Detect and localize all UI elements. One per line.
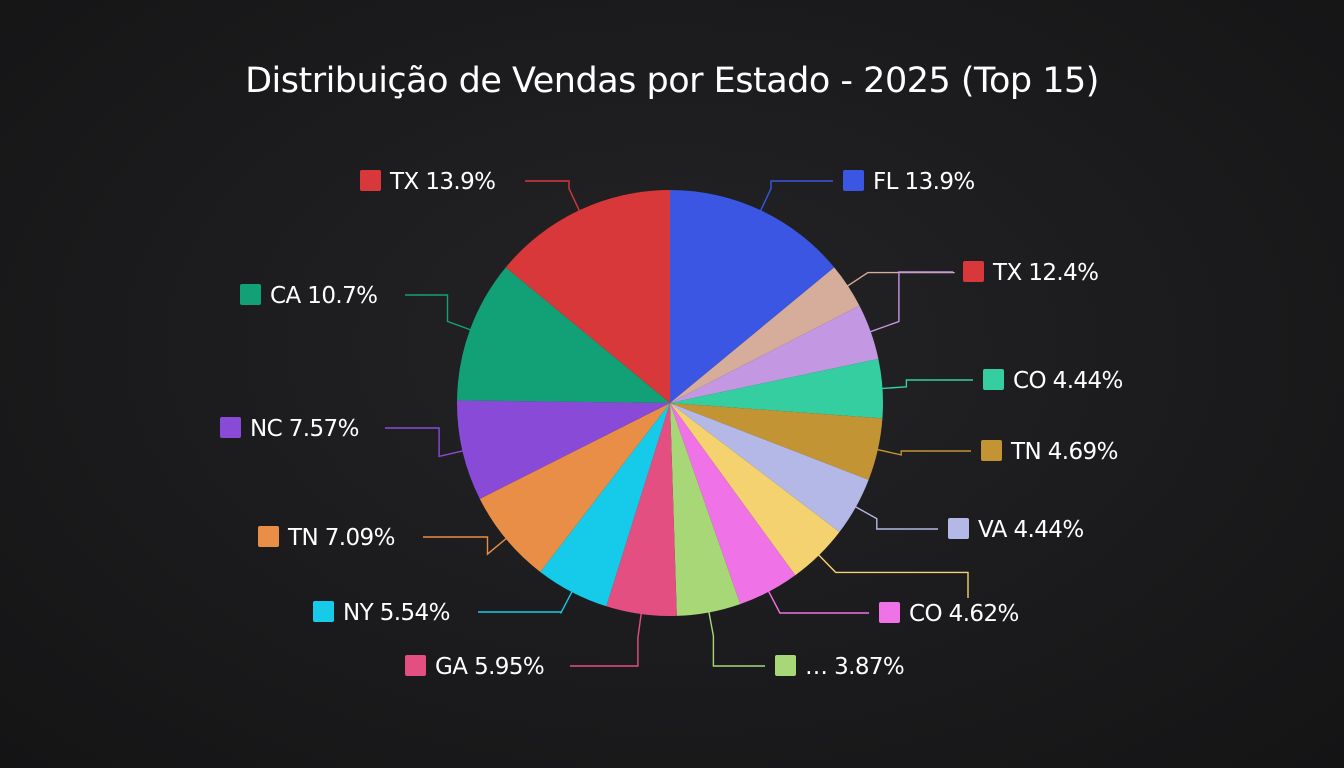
- slice-label-text: TN 7.09%: [287, 525, 395, 551]
- legend-swatch: [879, 602, 900, 623]
- leader-line-0: [756, 180, 833, 218]
- slice-label-9: GA 5.95%: [405, 654, 545, 680]
- slice-label-3: CO 4.44%: [983, 368, 1123, 394]
- legend-swatch: [948, 518, 969, 539]
- slice-label-text: NC 7.57%: [250, 416, 359, 442]
- pie-slice-5: [670, 403, 869, 533]
- slice-label-11: TN 7.09%: [258, 525, 395, 551]
- legend-swatch: [313, 601, 334, 622]
- leader-line-14: [525, 180, 584, 218]
- pie-slice-3: [670, 358, 883, 419]
- legend-swatch: [775, 655, 796, 676]
- leader-line-11: [423, 533, 513, 556]
- leader-line-8: [706, 604, 765, 667]
- leader-line-1: [840, 271, 955, 291]
- pie-slice-7: [670, 403, 796, 605]
- leader-line-12: [385, 427, 471, 458]
- slice-label-7: CO 4.62%: [879, 601, 1019, 627]
- slice-label-text: TX 13.9%: [389, 169, 495, 195]
- leader-line-5: [848, 502, 938, 530]
- pie-slices: [457, 190, 883, 616]
- slice-label-4: TN 4.69%: [981, 439, 1118, 465]
- legend-swatch: [258, 526, 279, 547]
- pie-slice-2: [670, 305, 879, 403]
- legend-swatch: [983, 369, 1004, 390]
- legend-swatch: [240, 284, 261, 305]
- leader-line-7: [764, 584, 869, 614]
- legend-swatch: [981, 440, 1002, 461]
- pie-slice-13: [457, 267, 670, 403]
- chart-title: Distribuição de Vendas por Estado - 2025…: [245, 61, 1099, 101]
- leader-line-extra-0: [862, 271, 953, 335]
- slice-label-10: NY 5.54%: [313, 600, 450, 626]
- slice-label-0: FL 13.9%: [843, 169, 975, 195]
- slice-label-5: VA 4.44%: [948, 517, 1084, 543]
- legend-swatch: [405, 655, 426, 676]
- leader-line-10: [478, 584, 577, 614]
- slice-label-text: GA 5.95%: [435, 654, 544, 680]
- slice-label-text: CO 4.62%: [909, 601, 1019, 627]
- pie-slice-10: [540, 403, 670, 607]
- slice-label-text: FL 13.9%: [873, 169, 975, 195]
- pie-slice-8: [670, 403, 741, 616]
- slice-label-text: … 3.87%: [805, 654, 904, 680]
- slice-label-text: TX 12.4%: [992, 260, 1098, 286]
- leader-line-9: [570, 606, 643, 667]
- pie-slice-0: [670, 190, 835, 403]
- legend-swatch: [220, 417, 241, 438]
- slice-label-text: CA 10.7%: [270, 283, 377, 309]
- pie-slice-14: [505, 190, 670, 403]
- slice-label-text: TN 4.69%: [1010, 439, 1118, 465]
- pie-slice-9: [606, 403, 677, 616]
- slice-label-8: … 3.87%: [775, 654, 905, 680]
- leader-line-3: [874, 379, 973, 390]
- slice-labels: FL 13.9% CO 4.44% TN 4.69% VA 4.44% CO 4.62%…: [220, 169, 1123, 680]
- pie-slice-12: [457, 400, 670, 499]
- pie-slice-11: [479, 403, 670, 572]
- leader-line-6: [812, 549, 969, 598]
- legend-swatch: [360, 170, 381, 191]
- slice-label-text: VA 4.44%: [978, 517, 1084, 543]
- slice-label-13: CA 10.7%: [240, 283, 378, 309]
- pie-slice-1: [670, 267, 860, 403]
- slice-label-14: TX 13.9%: [360, 169, 496, 195]
- pie-slice-4: [670, 403, 883, 480]
- slice-label-12: NC 7.57%: [220, 416, 359, 442]
- legend-swatch: [843, 170, 864, 191]
- slice-label-extra-0: TX 12.4%: [963, 260, 1099, 286]
- legend-swatch: [963, 261, 984, 282]
- leader-line-13: [405, 294, 478, 334]
- leader-line-4: [869, 447, 971, 456]
- slice-label-text: NY 5.54%: [343, 600, 450, 626]
- pie-slice-6: [670, 403, 840, 576]
- slice-label-text: CO 4.44%: [1013, 368, 1123, 394]
